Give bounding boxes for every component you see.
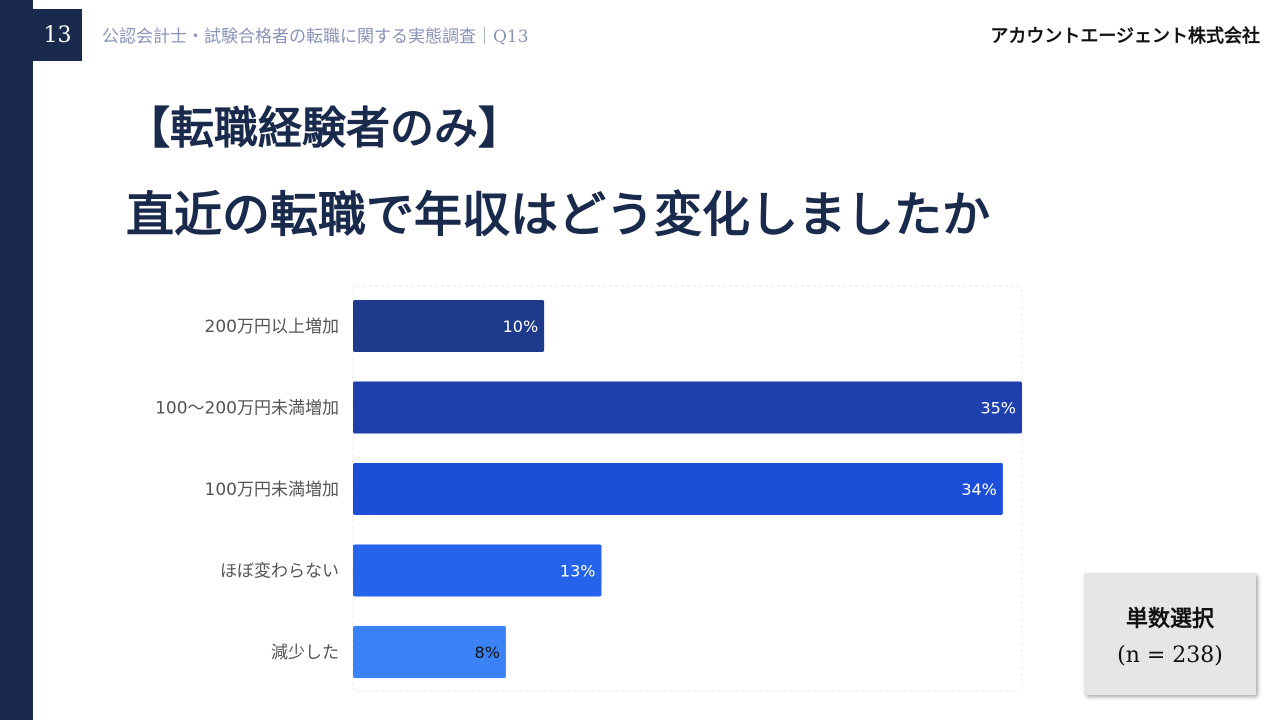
category-label: ほぼ変わらない <box>220 562 339 582</box>
data-label: 10% <box>503 317 539 336</box>
data-label: 35% <box>980 399 1016 418</box>
category-label: 100～200万円未満増加 <box>155 399 339 419</box>
company-name: アカウントエージェント株式会社 <box>990 26 1260 47</box>
note-box: 単数選択 (n = 238) <box>1084 573 1256 695</box>
bar-0 <box>353 300 545 352</box>
data-label: 34% <box>961 480 997 499</box>
data-label: 13% <box>560 562 596 581</box>
category-label: 減少した <box>271 643 339 663</box>
sample-size: (n = 238) <box>1117 642 1223 668</box>
category-label: 200万円以上増加 <box>205 317 339 337</box>
side-bar <box>0 0 33 720</box>
bar-2 <box>353 463 1003 515</box>
headline-line1: 【転職経験者のみ】 <box>126 103 522 154</box>
survey-title: 公認会計士・試験合格者の転職に関する実態調査｜Q13 <box>102 27 529 47</box>
bar-4 <box>353 626 506 678</box>
plot-frame <box>352 285 1023 692</box>
selection-type: 単数選択 <box>1125 605 1214 632</box>
category-label: 100万円未満増加 <box>205 480 339 500</box>
bar-3 <box>353 544 602 597</box>
headline-line2: 直近の転職で年収はどう変化しましたか <box>126 187 991 243</box>
bar-1 <box>353 381 1022 434</box>
page-number: 13 <box>33 9 82 61</box>
data-label: 8% <box>475 643 500 662</box>
